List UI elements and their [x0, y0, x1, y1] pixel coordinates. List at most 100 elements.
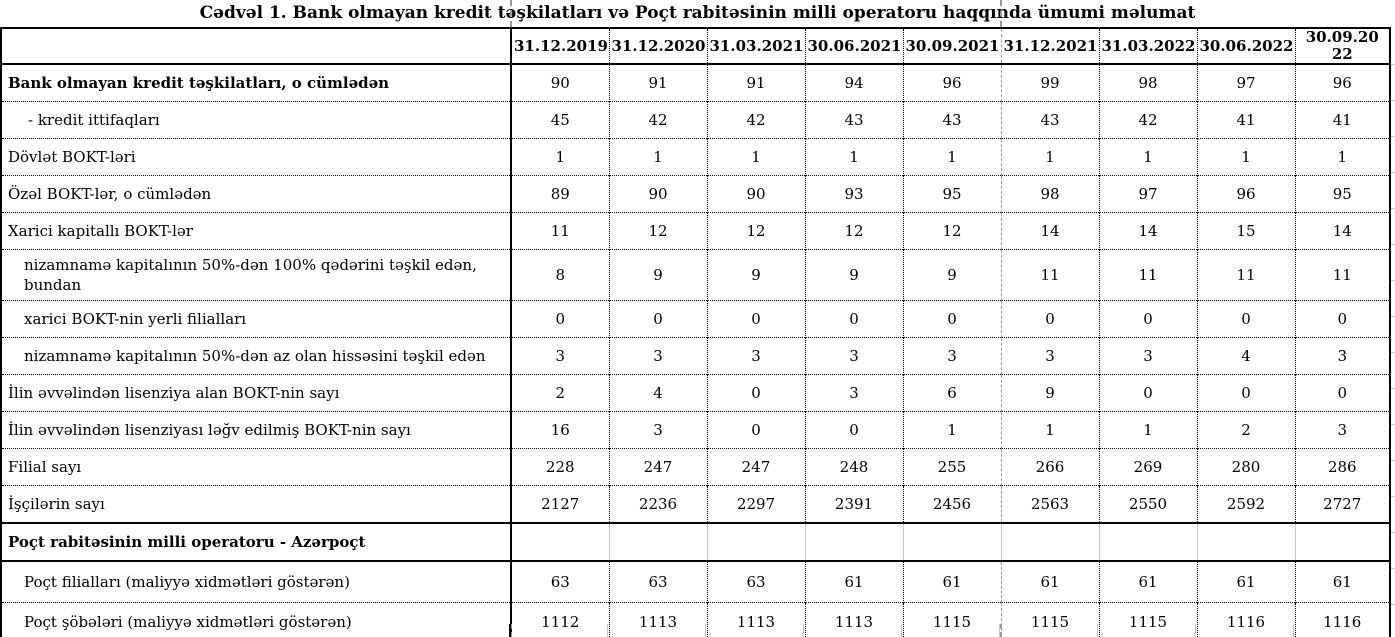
data-cell: 0	[804, 300, 903, 338]
data-cell: 91	[706, 64, 805, 102]
table-body: Bank olmayan kredit təşkilatları, o cüml…	[1, 64, 1390, 637]
column-header: 31.03.2022	[1098, 28, 1197, 65]
data-cell: 1	[510, 138, 609, 176]
table-row: Poçt rabitəsinin milli operatoru - Azərp…	[1, 522, 1390, 562]
row-label: nizamnamə kapitalının 50%-dən 100% qədər…	[1, 249, 511, 301]
data-cell: 90	[510, 64, 609, 102]
data-cell: 16	[510, 411, 609, 449]
data-cell: 3	[1000, 337, 1099, 375]
data-cell: 61	[804, 560, 903, 603]
row-label: Filial sayı	[1, 448, 511, 486]
data-cell: 1	[1000, 411, 1099, 449]
data-cell: 90	[608, 175, 707, 213]
data-cell: 280	[1196, 448, 1295, 486]
data-cell: 1	[1196, 138, 1295, 176]
table-row: Bank olmayan kredit təşkilatları, o cüml…	[1, 64, 1390, 102]
data-cell: 0	[510, 300, 609, 338]
table-title: Cədvəl 1. Bank olmayan kredit təşkilatla…	[199, 3, 1196, 23]
data-cell: 3	[706, 337, 805, 375]
data-cell: 11	[1196, 249, 1295, 301]
row-label: Xarici kapitallı BOKT-lər	[1, 212, 511, 250]
data-cell: 96	[1294, 64, 1390, 102]
data-cell: 4	[1196, 337, 1295, 375]
data-cell	[902, 522, 1001, 562]
data-cell: 3	[1098, 337, 1197, 375]
table-row: Filial sayı 228 247 247 248 255 266 269 280 286	[1, 448, 1390, 486]
data-cell: 43	[1000, 101, 1099, 139]
data-cell: 98	[1098, 64, 1197, 102]
data-cell: 3	[608, 337, 707, 375]
data-cell: 9	[1000, 374, 1099, 412]
data-cell	[1294, 522, 1390, 562]
data-cell: 96	[1196, 175, 1295, 213]
data-cell: 2	[510, 374, 609, 412]
data-cell: 1	[1098, 138, 1197, 176]
data-cell: 61	[1196, 560, 1295, 603]
data-cell: 0	[1196, 374, 1295, 412]
data-cell: 0	[804, 411, 903, 449]
data-cell	[1098, 522, 1197, 562]
partial-next-row-grid	[510, 624, 1389, 637]
data-cell: 12	[608, 212, 707, 250]
data-cell: 266	[1000, 448, 1099, 486]
data-cell: 99	[1000, 64, 1099, 102]
data-cell: 61	[902, 560, 1001, 603]
data-cell	[608, 522, 707, 562]
data-cell: 2550	[1098, 485, 1197, 523]
table-row: İlin əvvəlindən lisenziyası ləğv edilmiş…	[1, 411, 1390, 449]
data-cell: 12	[706, 212, 805, 250]
data-cell: 11	[1294, 249, 1390, 301]
data-cell: 43	[804, 101, 903, 139]
data-cell: 1	[902, 411, 1001, 449]
table-row: İlin əvvəlindən lisenziya alan BOKT-nin …	[1, 374, 1390, 412]
data-cell: 14	[1098, 212, 1197, 250]
data-cell: 0	[1294, 300, 1390, 338]
row-label: Poçt filialları (maliyyə xidmətləri göst…	[1, 560, 511, 603]
data-cell: 63	[510, 560, 609, 603]
data-cell	[1000, 522, 1099, 562]
table-row: Dövlət BOKT-ləri 1 1 1 1 1 1 1 1 1	[1, 138, 1390, 176]
data-cell: 11	[1000, 249, 1099, 301]
data-cell: 97	[1196, 64, 1295, 102]
table-row: İşçilərin sayı 2127 2236 2297 2391 2456 2563 25…	[1, 485, 1390, 523]
data-cell: 15	[1196, 212, 1295, 250]
data-cell: 247	[608, 448, 707, 486]
row-label: Poçt rabitəsinin milli operatoru - Azərp…	[1, 522, 511, 562]
data-cell: 1	[902, 138, 1001, 176]
header-row: 31.12.2019 31.12.2020 31.03.2021 30.06.2021…	[1, 28, 1390, 65]
row-label: nizamnamə kapitalının 50%-dən az olan hi…	[1, 337, 511, 375]
data-cell: 286	[1294, 448, 1390, 486]
page-break-line	[510, 0, 512, 27]
data-cell: 42	[608, 101, 707, 139]
page-break-line	[1000, 0, 1002, 27]
data-cell	[706, 522, 805, 562]
table-row: nizamnamə kapitalının 50%-dən az olan hi…	[1, 337, 1390, 375]
row-label: Poçt şöbələri (maliyyə xidmətləri göstər…	[1, 602, 511, 637]
data-cell: 1	[706, 138, 805, 176]
column-header: 31.12.2019	[510, 28, 609, 65]
general-info-table: 31.12.2019 31.12.2020 31.03.2021 30.06.2021…	[0, 27, 1391, 637]
data-cell: 98	[1000, 175, 1099, 213]
data-cell: 42	[1098, 101, 1197, 139]
data-cell: 2727	[1294, 485, 1390, 523]
data-cell: 3	[1294, 337, 1390, 375]
data-cell: 0	[1294, 374, 1390, 412]
partial-next-column-grid	[1391, 29, 1395, 624]
row-label: Bank olmayan kredit təşkilatları, o cüml…	[8, 74, 390, 92]
data-cell: 0	[706, 411, 805, 449]
corner-cell	[1, 28, 511, 65]
data-cell: 9	[902, 249, 1001, 301]
row-label: İlin əvvəlindən lisenziya alan BOKT-nin …	[1, 374, 511, 412]
data-cell: 9	[804, 249, 903, 301]
row-label: İlin əvvəlindən lisenziyası ləğv edilmiş…	[1, 411, 511, 449]
data-cell: 2592	[1196, 485, 1295, 523]
data-cell: 3	[1294, 411, 1390, 449]
data-cell: 0	[706, 374, 805, 412]
row-label: Dövlət BOKT-ləri	[1, 138, 511, 176]
column-header: 30.06.2021	[804, 28, 903, 65]
data-cell: 0	[608, 300, 707, 338]
data-cell: 90	[706, 175, 805, 213]
data-cell: 8	[510, 249, 609, 301]
partial-next-row-divider	[509, 624, 511, 637]
table-row: Xarici kapitallı BOKT-lər 11 12 12 12 12 14 14 1…	[1, 212, 1390, 250]
